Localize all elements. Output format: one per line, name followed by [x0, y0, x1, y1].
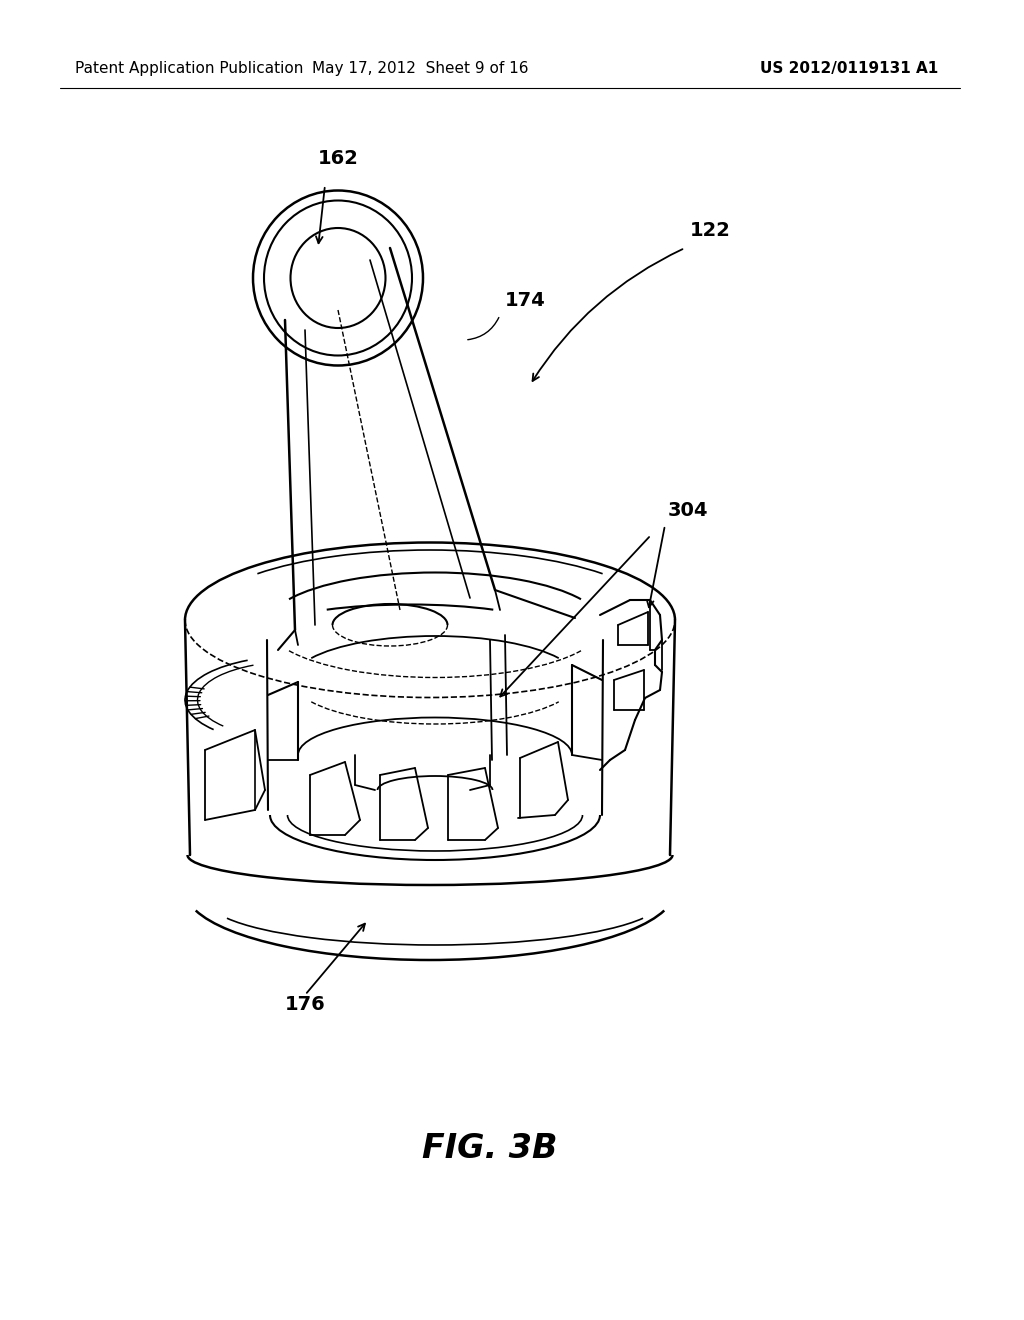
Text: Patent Application Publication: Patent Application Publication [75, 61, 303, 75]
Text: 176: 176 [285, 995, 326, 1015]
Text: US 2012/0119131 A1: US 2012/0119131 A1 [760, 61, 938, 75]
Text: FIG. 3B: FIG. 3B [422, 1131, 558, 1164]
Text: 304: 304 [668, 500, 709, 520]
Ellipse shape [253, 190, 423, 366]
Text: 122: 122 [690, 220, 731, 239]
Text: May 17, 2012  Sheet 9 of 16: May 17, 2012 Sheet 9 of 16 [311, 61, 528, 75]
Text: 174: 174 [505, 290, 546, 309]
Text: 162: 162 [317, 149, 358, 168]
